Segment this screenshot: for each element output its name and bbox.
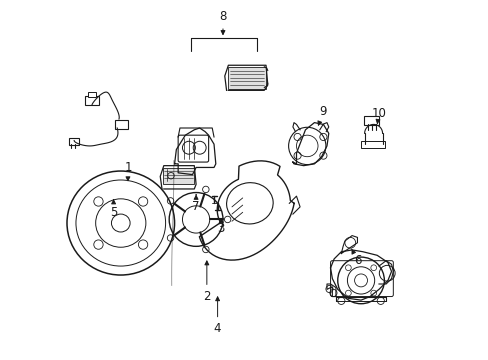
Text: 10: 10 xyxy=(371,107,386,123)
FancyBboxPatch shape xyxy=(88,92,96,97)
Text: 8: 8 xyxy=(219,10,226,35)
FancyBboxPatch shape xyxy=(178,135,208,162)
FancyBboxPatch shape xyxy=(69,138,79,145)
Text: 3: 3 xyxy=(217,219,224,235)
FancyBboxPatch shape xyxy=(363,116,378,125)
FancyBboxPatch shape xyxy=(163,168,194,184)
Text: 1: 1 xyxy=(124,161,131,181)
Text: 6: 6 xyxy=(351,249,361,267)
Text: 5: 5 xyxy=(110,200,117,219)
Text: 9: 9 xyxy=(317,105,326,125)
FancyBboxPatch shape xyxy=(361,140,384,148)
Text: 4: 4 xyxy=(213,297,221,335)
Text: 2: 2 xyxy=(203,261,210,303)
FancyBboxPatch shape xyxy=(228,67,265,89)
Text: 7: 7 xyxy=(192,195,200,213)
FancyBboxPatch shape xyxy=(85,96,99,105)
FancyBboxPatch shape xyxy=(115,120,127,129)
